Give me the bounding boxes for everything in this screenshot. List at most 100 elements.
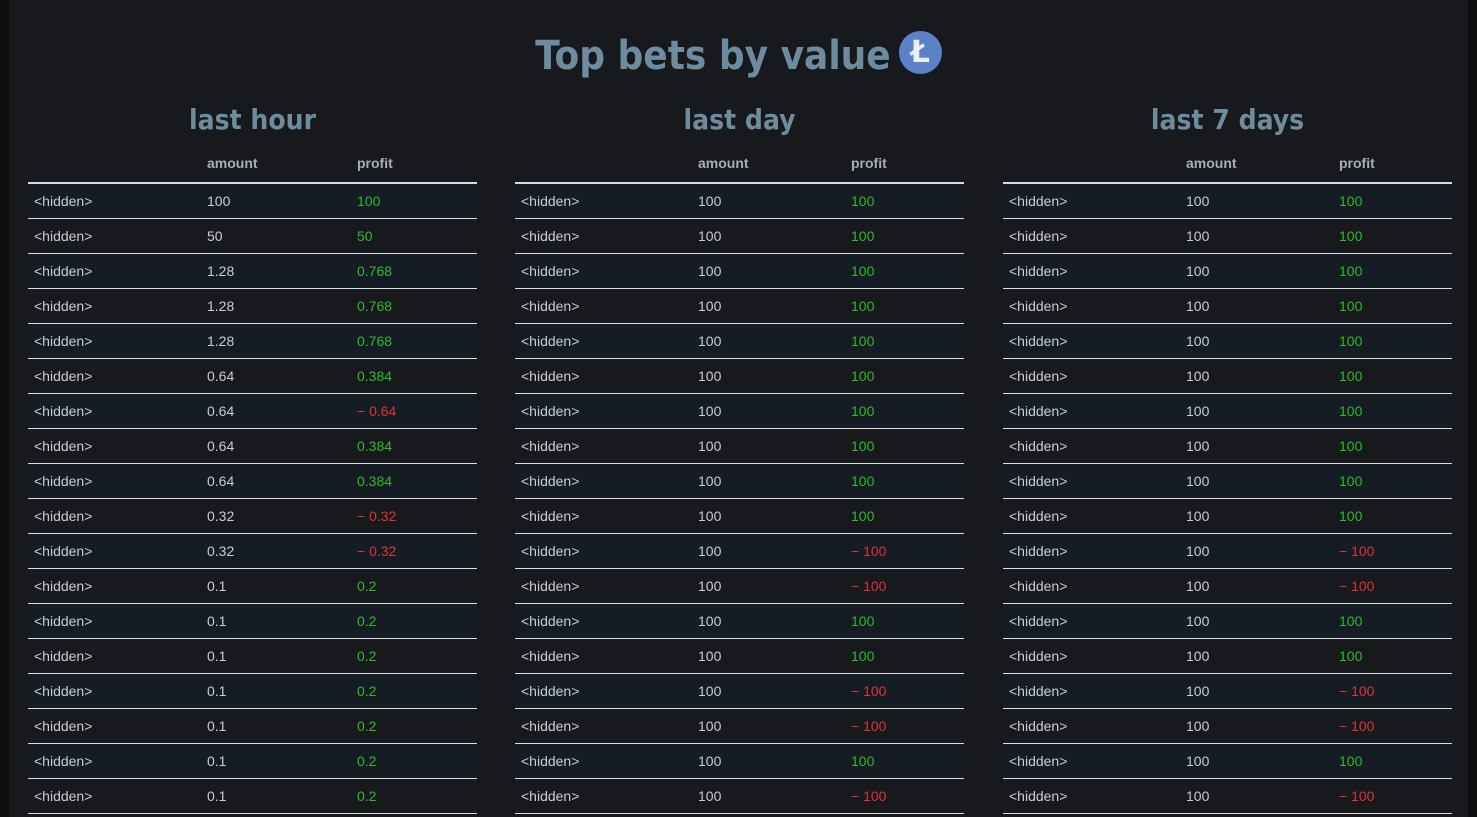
panel-title: last hour (188, 103, 317, 136)
user-cell: <hidden> (1003, 463, 1180, 499)
user-cell: <hidden> (515, 708, 692, 744)
table-row: <hidden> 100 100 (515, 498, 964, 534)
table-row: <hidden> 0.32− 0.32 (28, 533, 477, 569)
profit-cell: 100 (845, 393, 964, 429)
profit-cell: 100 (845, 358, 964, 394)
amount-cell: 0.1 (201, 603, 351, 639)
user-cell: <hidden> (1003, 253, 1180, 289)
column-header-amount: amount (692, 144, 845, 184)
profit-cell: − 100 (1333, 568, 1452, 604)
amount-cell: 100 (692, 603, 845, 639)
amount-cell: 100 (1180, 533, 1333, 569)
table-row: <hidden> 100 100 (28, 183, 477, 219)
user-cell: <hidden> (28, 533, 201, 569)
amount-cell: 100 (692, 218, 845, 254)
amount-cell: 100 (1180, 463, 1333, 499)
table-row: <hidden> 100 100 (515, 743, 964, 779)
table-row: <hidden> 100 100 (515, 428, 964, 464)
user-cell: <hidden> (515, 288, 692, 324)
profit-cell: 0.384 (351, 463, 477, 499)
user-cell: <hidden> (515, 533, 692, 569)
table-row: <hidden> 100 100 (515, 218, 964, 254)
table-row: <hidden> 100 100 (1003, 428, 1452, 464)
profit-cell: − 100 (1333, 708, 1452, 744)
profit-cell: 100 (1333, 183, 1452, 219)
amount-cell: 0.1 (201, 638, 351, 674)
user-cell: <hidden> (28, 638, 201, 674)
amount-cell: 100 (1180, 743, 1333, 779)
amount-cell: 0.64 (201, 463, 351, 499)
amount-cell: 100 (692, 533, 845, 569)
profit-cell: 100 (845, 218, 964, 254)
profit-cell: 0.2 (351, 743, 477, 779)
column-header-amount: amount (1180, 144, 1333, 184)
user-cell: <hidden> (1003, 358, 1180, 394)
table-row: <hidden> 100 100 (1003, 463, 1452, 499)
table-row: <hidden> 50 50 (28, 218, 477, 254)
profit-cell: 100 (1333, 428, 1452, 464)
table-row: <hidden> 100 100 (515, 183, 964, 219)
table-row: <hidden> 0.32− 0.32 (28, 498, 477, 534)
user-cell: <hidden> (28, 288, 201, 324)
table-row: <hidden> 100− 100 (515, 568, 964, 604)
profit-cell: 100 (845, 428, 964, 464)
page-container: Top bets by value Ł last hour amount prof… (9, 0, 1468, 817)
table-row: <hidden> 100 100 (515, 638, 964, 674)
amount-cell: 100 (692, 638, 845, 674)
amount-cell: 100 (692, 288, 845, 324)
profit-cell: 100 (845, 603, 964, 639)
amount-cell: 0.32 (201, 533, 351, 569)
profit-cell: − 100 (845, 568, 964, 604)
profit-cell: 0.2 (351, 673, 477, 709)
amount-cell: 100 (1180, 183, 1333, 219)
amount-cell: 1.28 (201, 288, 351, 324)
profit-cell: − 100 (1333, 673, 1452, 709)
amount-cell: 100 (692, 428, 845, 464)
user-cell: <hidden> (1003, 183, 1180, 219)
user-cell: <hidden> (28, 568, 201, 604)
profit-cell: 100 (845, 323, 964, 359)
panel-last-day: last day amount profit <hidden> 100 100 <hi… (515, 96, 964, 814)
profit-cell: − 100 (845, 533, 964, 569)
user-cell: <hidden> (28, 673, 201, 709)
panel-last-7-days: last 7 days amount profit <hidden> 100 100… (1003, 96, 1452, 814)
user-cell: <hidden> (1003, 323, 1180, 359)
user-cell: <hidden> (515, 218, 692, 254)
amount-cell: 100 (1180, 288, 1333, 324)
user-cell: <hidden> (515, 323, 692, 359)
user-cell: <hidden> (28, 428, 201, 464)
table-row: <hidden> 100 100 (515, 288, 964, 324)
profit-cell: 100 (845, 463, 964, 499)
user-cell: <hidden> (515, 393, 692, 429)
bets-table: amount profit <hidden> 100 100 <hidden> 50 50… (28, 144, 477, 814)
profit-cell: 100 (1333, 218, 1452, 254)
user-cell: <hidden> (28, 778, 201, 814)
profit-cell: 100 (1333, 393, 1452, 429)
table-row: <hidden> 100 100 (1003, 393, 1452, 429)
user-cell: <hidden> (515, 743, 692, 779)
table-row: <hidden> 100 100 (1003, 358, 1452, 394)
table-row: <hidden> 0.1 0.2 (28, 638, 477, 674)
litecoin-icon: Ł (898, 30, 942, 74)
profit-cell: − 0.32 (351, 533, 477, 569)
user-cell: <hidden> (1003, 568, 1180, 604)
profit-cell: 100 (1333, 323, 1452, 359)
profit-cell: 100 (845, 498, 964, 534)
panel-title: last day (683, 103, 796, 136)
user-cell: <hidden> (28, 323, 201, 359)
table-row: <hidden> 0.64− 0.64 (28, 393, 477, 429)
user-cell: <hidden> (1003, 218, 1180, 254)
amount-cell: 100 (692, 743, 845, 779)
amount-cell: 0.64 (201, 358, 351, 394)
profit-cell: 0.384 (351, 358, 477, 394)
amount-cell: 100 (1180, 218, 1333, 254)
amount-cell: 100 (692, 778, 845, 814)
user-cell: <hidden> (1003, 708, 1180, 744)
profit-cell: 0.2 (351, 638, 477, 674)
column-header-user (1003, 144, 1180, 184)
profit-cell: − 100 (845, 708, 964, 744)
bets-table: amount profit <hidden> 100 100 <hidden> 100 1… (515, 144, 964, 814)
profit-cell: 0.2 (351, 778, 477, 814)
amount-cell: 100 (692, 463, 845, 499)
user-cell: <hidden> (515, 603, 692, 639)
